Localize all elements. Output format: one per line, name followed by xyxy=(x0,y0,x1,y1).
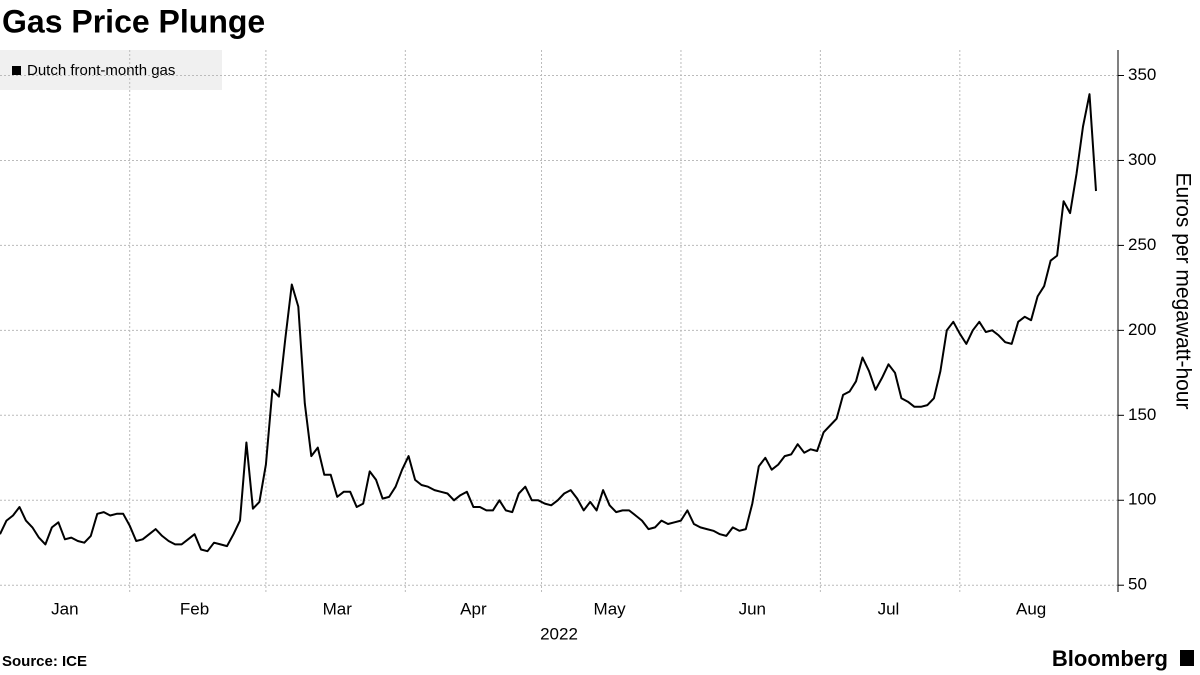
x-tick-label: Jun xyxy=(739,599,766,618)
y-tick-label: 300 xyxy=(1128,150,1156,169)
brand-icon xyxy=(1180,650,1194,666)
y-tick-label: 50 xyxy=(1128,575,1147,594)
x-tick-label: Apr xyxy=(460,599,487,618)
source: Source: ICE xyxy=(2,653,87,670)
x-tick-label: May xyxy=(594,599,627,618)
y-tick-label: 100 xyxy=(1128,490,1156,509)
y-tick-label: 200 xyxy=(1128,320,1156,339)
y-tick-label: 350 xyxy=(1128,65,1156,84)
x-tick-label: Mar xyxy=(323,599,353,618)
y-tick-label: 250 xyxy=(1128,235,1156,254)
x-tick-label: Feb xyxy=(180,599,209,618)
x-tick-label: Aug xyxy=(1016,599,1046,618)
brand: Bloomberg xyxy=(1052,646,1168,671)
legend-box xyxy=(0,50,222,90)
y-axis-label: Euros per megawatt-hour xyxy=(1171,173,1194,410)
x-tick-label: Jan xyxy=(51,599,78,618)
x-tick-label: Jul xyxy=(878,599,900,618)
legend-label: Dutch front-month gas xyxy=(27,62,175,79)
line-series xyxy=(0,93,1097,553)
legend-swatch xyxy=(12,66,21,75)
chart-title: Gas Price Plunge xyxy=(2,3,265,39)
x-axis-label: 2022 xyxy=(540,624,578,643)
y-tick-label: 150 xyxy=(1128,405,1156,424)
